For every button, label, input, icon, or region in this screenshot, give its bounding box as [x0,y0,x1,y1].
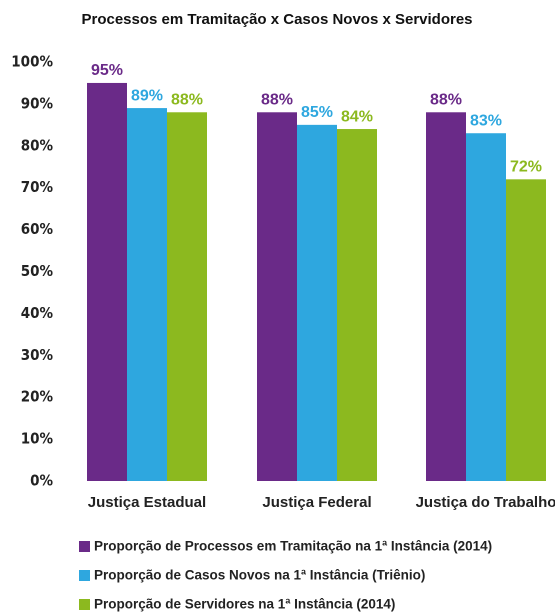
chart-title: Processos em Tramitação x Casos Novos x … [81,11,472,28]
y-tick-label: 90% [21,94,54,112]
x-tick-label: Justiça do Trabalho [416,494,555,511]
legend-swatch [79,599,90,610]
y-tick-label: 0% [30,472,53,490]
value-label: 88% [171,91,203,108]
value-label: 95% [91,62,123,79]
x-tick-label: Justiça Estadual [88,494,206,511]
bar [337,129,377,482]
value-label: 88% [261,91,293,108]
value-label: 83% [470,112,502,129]
value-label: 89% [131,87,163,104]
legend-swatch [79,570,90,581]
y-tick-label: 40% [21,304,54,322]
legend-label: Proporção de Casos Novos na 1ª Instância… [94,568,425,583]
y-tick-label: 70% [21,178,54,196]
value-label: 72% [510,159,542,176]
legend-label: Proporção de Servidores na 1ª Instância … [94,597,395,612]
y-tick-label: 50% [21,262,54,280]
bar [167,112,207,481]
value-label: 88% [430,91,462,108]
bar [127,108,167,481]
value-label: 84% [341,108,373,125]
bar [426,112,466,481]
bar [466,133,506,482]
value-label: 85% [301,104,333,121]
legend-swatch [79,541,90,552]
bar [257,112,297,481]
y-tick-label: 60% [21,220,54,238]
bar [297,124,337,481]
y-tick-label: 20% [21,388,54,406]
bar [506,179,546,481]
x-tick-label: Justiça Federal [262,494,371,511]
legend-label: Proporção de Processos em Tramitação na … [94,539,492,554]
bar [87,82,127,481]
y-tick-label: 100% [11,53,53,71]
y-tick-label: 10% [21,430,54,448]
y-tick-label: 80% [21,136,54,154]
y-tick-label: 30% [21,346,54,364]
